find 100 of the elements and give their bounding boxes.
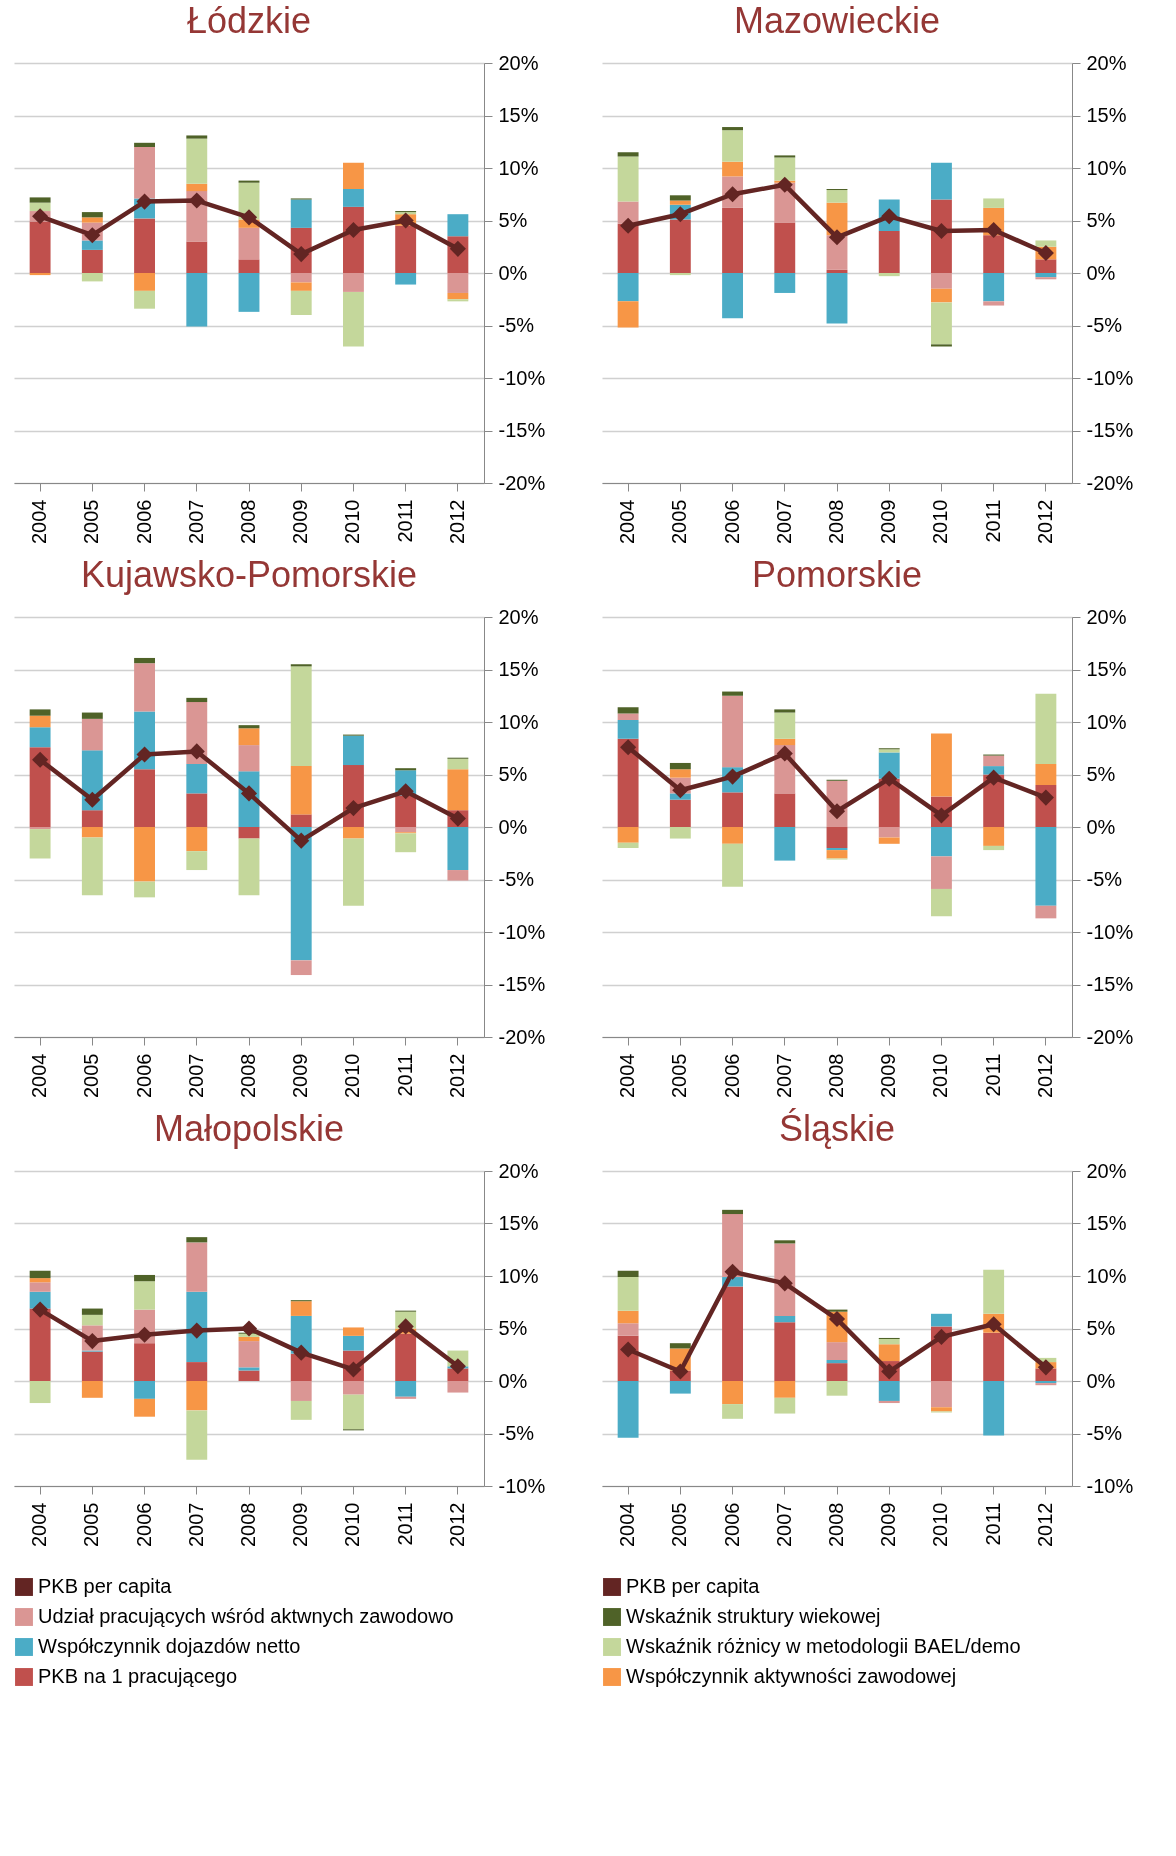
x-tick-label: 2011 xyxy=(981,1053,1004,1097)
y-tick-label: -15% xyxy=(1086,419,1134,441)
y-tick-label: 0% xyxy=(498,1369,528,1392)
y-tick-label: 5% xyxy=(498,209,528,231)
x-tick-label: 2008 xyxy=(237,1053,259,1098)
y-tick-label: -15% xyxy=(1086,973,1134,995)
x-tick-label: 2012 xyxy=(445,499,468,544)
chart-title: Kujawsko-Pomorskie xyxy=(80,554,418,595)
x-tick-label: 2011 xyxy=(981,499,1004,543)
y-tick-label: 10% xyxy=(498,710,539,733)
y-tick-label: -5% xyxy=(498,314,535,336)
x-tick-label: 2007 xyxy=(772,1053,795,1098)
x-tick-label: 2011 xyxy=(981,1502,1004,1546)
x-tick-label: 2006 xyxy=(720,1502,743,1547)
y-tick-label: -5% xyxy=(1086,314,1123,336)
x-tick-label: 2004 xyxy=(28,1502,51,1547)
x-tick-label: 2004 xyxy=(616,1053,639,1098)
y-tick-label: 5% xyxy=(1086,763,1116,785)
x-tick-label: 2006 xyxy=(132,1502,155,1547)
chart-title: Pomorskie xyxy=(751,554,923,595)
y-tick-label: 5% xyxy=(498,763,528,785)
x-tick-label: 2009 xyxy=(289,499,312,544)
y-tick-label: 15% xyxy=(498,104,539,126)
y-tick-label: 10% xyxy=(1086,710,1127,733)
x-tick-label: 2009 xyxy=(289,1053,312,1098)
y-tick-label: 0% xyxy=(498,261,528,284)
legend-label: Wskaźnik różnicy w metodologii BAEL/demo xyxy=(626,1635,1021,1657)
y-tick-label: 15% xyxy=(498,1212,539,1234)
x-tick-label: 2007 xyxy=(184,1053,207,1098)
x-tick-label: 2008 xyxy=(237,1502,259,1547)
y-tick-label: -10% xyxy=(1086,920,1134,943)
y-tick-label: 20% xyxy=(498,51,539,74)
y-tick-label: 20% xyxy=(498,1159,539,1182)
x-tick-label: 2010 xyxy=(929,499,952,544)
y-tick-label: -10% xyxy=(1086,1474,1134,1497)
chart-title: Mazowieckie xyxy=(733,0,941,41)
x-tick-label: 2008 xyxy=(825,1502,847,1547)
x-tick-label: 2008 xyxy=(825,499,847,544)
x-tick-label: 2010 xyxy=(929,1053,952,1098)
y-tick-label: -5% xyxy=(498,1422,535,1444)
x-tick-label: 2006 xyxy=(720,1053,743,1098)
y-tick-label: 10% xyxy=(1086,156,1127,179)
y-tick-label: 0% xyxy=(1086,815,1116,838)
x-tick-label: 2010 xyxy=(341,1502,364,1547)
y-tick-label: 15% xyxy=(1086,104,1127,126)
legend-label: Współczynnik dojazdów netto xyxy=(38,1635,301,1657)
x-tick-label: 2005 xyxy=(80,1502,103,1547)
y-tick-label: 15% xyxy=(1086,658,1127,680)
y-tick-label: 15% xyxy=(498,658,539,680)
y-tick-label: 20% xyxy=(1086,1159,1127,1182)
legend-label: PKB per capita xyxy=(38,1575,173,1597)
x-tick-label: 2006 xyxy=(720,499,743,544)
y-tick-label: -15% xyxy=(498,973,546,995)
y-tick-label: -20% xyxy=(498,471,546,494)
y-tick-label: -10% xyxy=(498,366,546,389)
y-tick-label: 15% xyxy=(1086,1212,1127,1234)
x-tick-label: 2008 xyxy=(825,1053,847,1098)
x-tick-label: 2004 xyxy=(616,499,639,544)
y-tick-label: -5% xyxy=(1086,868,1123,890)
x-tick-label: 2004 xyxy=(28,499,51,544)
x-tick-label: 2004 xyxy=(28,1053,51,1098)
y-tick-label: 0% xyxy=(1086,1369,1116,1392)
x-tick-label: 2010 xyxy=(341,499,364,544)
y-tick-label: 20% xyxy=(498,605,539,628)
chart-title: Łódzkie xyxy=(186,0,312,41)
y-tick-label: -10% xyxy=(498,1474,546,1497)
x-tick-label: 2012 xyxy=(445,1053,468,1098)
y-tick-label: 0% xyxy=(498,815,528,838)
y-tick-label: -10% xyxy=(498,920,546,943)
y-tick-label: -5% xyxy=(498,868,535,890)
legend-label: Wskaźnik struktury wiekowej xyxy=(626,1605,881,1627)
y-tick-label: 20% xyxy=(1086,605,1127,628)
chart-title: Małopolskie xyxy=(153,1108,345,1149)
y-tick-label: 5% xyxy=(1086,209,1116,231)
chart-title: Śląskie xyxy=(778,1107,896,1149)
y-tick-label: -20% xyxy=(1086,471,1134,494)
x-tick-label: 2010 xyxy=(341,1053,364,1098)
legend-label: Udział pracujących wśród aktwnych zawodowo xyxy=(38,1605,454,1627)
x-tick-label: 2009 xyxy=(877,1502,900,1547)
x-tick-label: 2005 xyxy=(668,499,691,544)
y-tick-label: -20% xyxy=(498,1025,546,1048)
x-tick-label: 2009 xyxy=(877,1053,900,1098)
x-tick-label: 2007 xyxy=(772,1502,795,1547)
y-tick-label: 5% xyxy=(1086,1317,1116,1339)
y-tick-label: -10% xyxy=(1086,366,1134,389)
x-tick-label: 2006 xyxy=(132,1053,155,1098)
legend-label: Współczynnik aktywności zawodowej xyxy=(626,1665,957,1687)
y-tick-label: 10% xyxy=(498,156,539,179)
x-tick-label: 2008 xyxy=(237,499,259,544)
x-tick-label: 2012 xyxy=(445,1502,468,1547)
x-tick-label: 2011 xyxy=(393,1502,416,1546)
x-tick-label: 2005 xyxy=(668,1502,691,1547)
legend-label: PKB per capita xyxy=(626,1575,761,1597)
x-tick-label: 2012 xyxy=(1033,1502,1056,1547)
y-tick-label: 10% xyxy=(1086,1264,1127,1287)
x-tick-label: 2010 xyxy=(929,1502,952,1547)
y-tick-label: 20% xyxy=(1086,51,1127,74)
y-tick-label: -20% xyxy=(1086,1025,1134,1048)
y-tick-label: -5% xyxy=(1086,1422,1123,1444)
x-tick-label: 2009 xyxy=(877,499,900,544)
